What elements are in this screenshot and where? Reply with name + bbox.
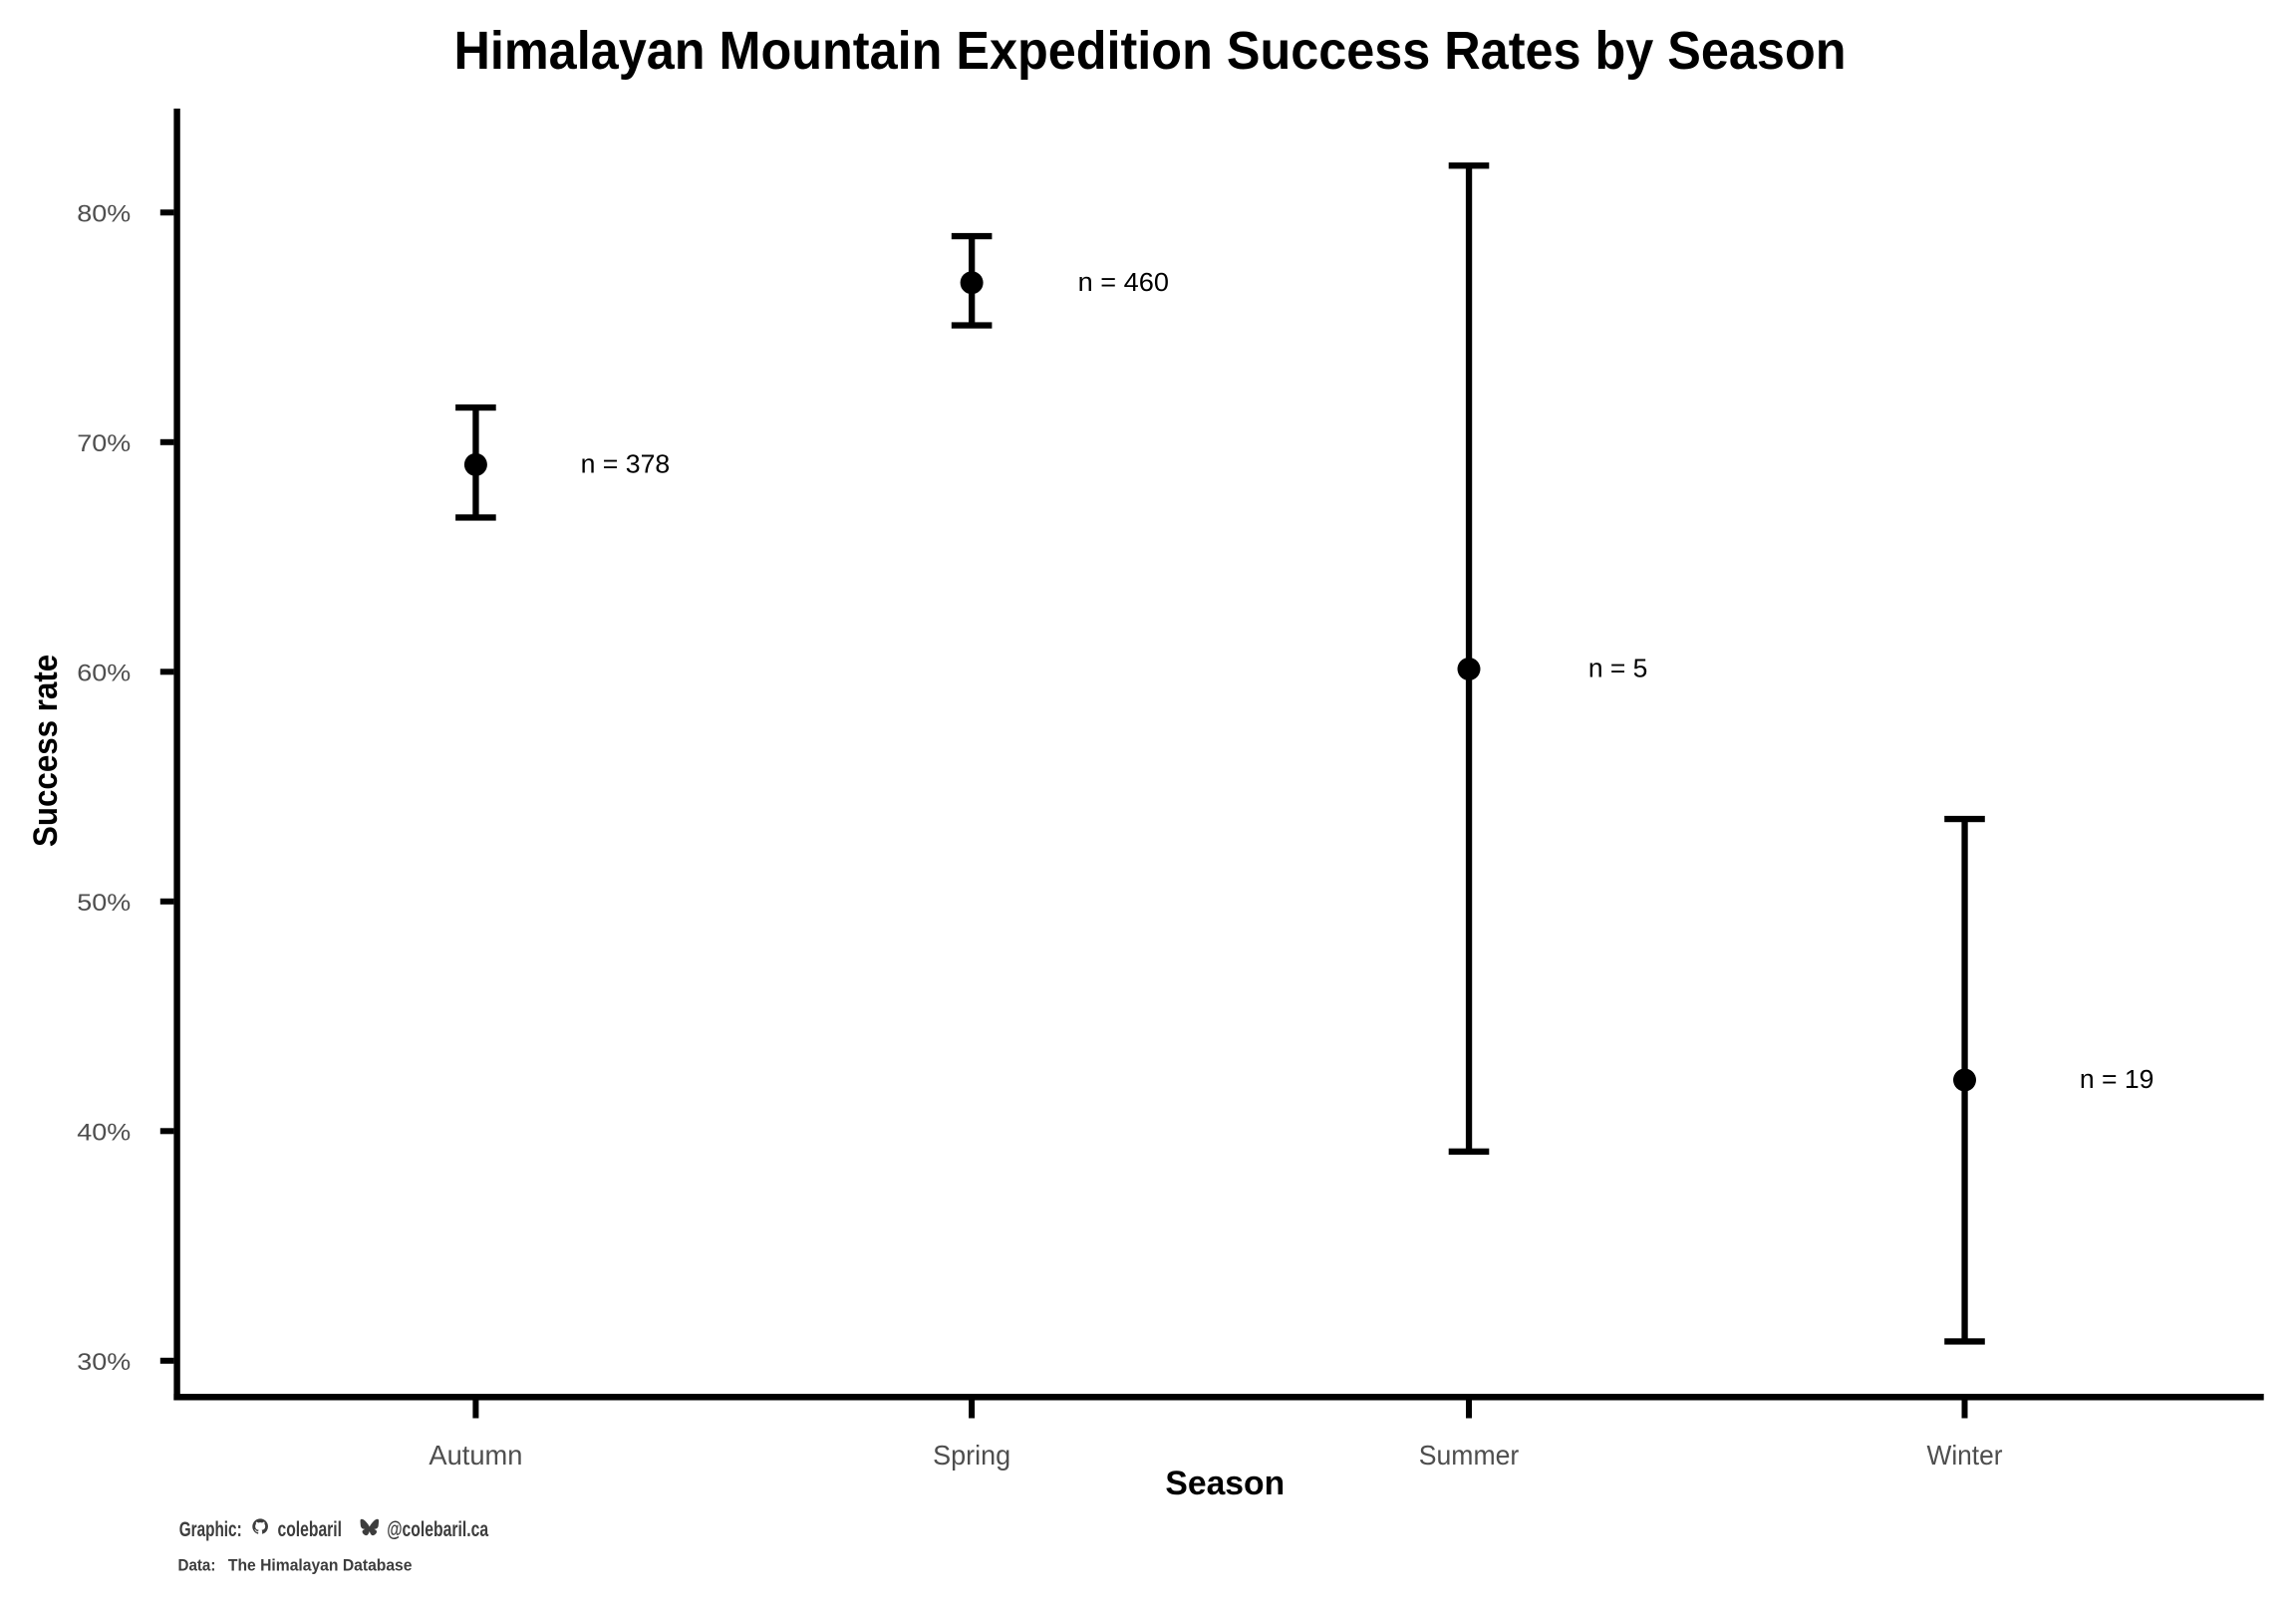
svg-text:n = 19: n = 19 bbox=[2080, 1066, 2154, 1094]
svg-text:Himalayan Mountain Expedition: Himalayan Mountain Expedition Success Ra… bbox=[454, 21, 1847, 81]
svg-text:The Himalayan Database: The Himalayan Database bbox=[228, 1557, 413, 1575]
svg-text:Season: Season bbox=[1165, 1465, 1285, 1502]
svg-text:Graphic:: Graphic: bbox=[179, 1518, 242, 1541]
svg-text:colebaril: colebaril bbox=[278, 1518, 343, 1541]
svg-text:50%: 50% bbox=[77, 890, 131, 917]
svg-text:Spring: Spring bbox=[933, 1440, 1010, 1471]
svg-text:30%: 30% bbox=[77, 1349, 131, 1376]
svg-text:Winter: Winter bbox=[1927, 1440, 2003, 1471]
svg-text:70%: 70% bbox=[77, 430, 131, 457]
svg-text:40%: 40% bbox=[77, 1119, 131, 1146]
svg-text:Success rate: Success rate bbox=[27, 655, 65, 847]
svg-text:n = 460: n = 460 bbox=[1078, 269, 1169, 297]
svg-text:n = 378: n = 378 bbox=[581, 450, 671, 478]
svg-text:60%: 60% bbox=[77, 660, 131, 686]
svg-text:Data:: Data: bbox=[178, 1557, 216, 1575]
svg-text:@colebaril.ca: @colebaril.ca bbox=[387, 1518, 488, 1541]
svg-text:80%: 80% bbox=[77, 200, 131, 227]
svg-text:Summer: Summer bbox=[1419, 1440, 1520, 1471]
svg-text:n = 5: n = 5 bbox=[1588, 656, 1648, 683]
svg-text:Autumn: Autumn bbox=[429, 1440, 522, 1471]
